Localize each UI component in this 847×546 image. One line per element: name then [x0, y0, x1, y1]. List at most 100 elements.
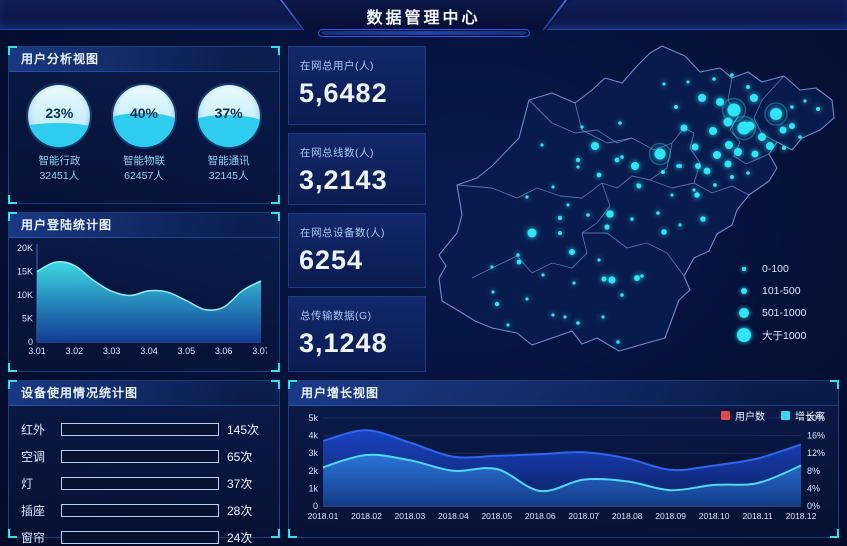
map-legend-row: 0-100: [735, 258, 806, 280]
growth-area-chart[interactable]: 0 0% 1k 4% 2k 8% 3k 12% 4k 16% 5k 20% 2018.01 2018.02…: [289, 406, 838, 542]
bar-value: 28次: [227, 503, 253, 518]
legend-item-growth[interactable]: 增长率: [781, 408, 825, 423]
bar-row-2[interactable]: 空调 65次: [21, 447, 267, 465]
gauge-name: 智能行政: [38, 155, 81, 167]
svg-text:2018.09: 2018.09: [655, 511, 686, 521]
gauge-count: 62457人: [124, 170, 164, 182]
map-legend: 0-100 101-500 501-1000 大于1000: [735, 258, 806, 346]
svg-text:4%: 4%: [807, 483, 820, 493]
device-bar-chart: 红外 145次空调 65次灯 37次插座 28次窗帘 24次: [9, 406, 279, 546]
svg-text:3.01: 3.01: [28, 346, 46, 356]
bar-track: [61, 449, 219, 463]
gauge-count: 32451人: [39, 170, 80, 182]
gauge-group: 23% 智能行政 32451人 40% 智能物联 62457人 37% 智能通讯 32145人: [9, 72, 279, 183]
svg-text:3k: 3k: [308, 448, 318, 458]
header-trapezoid: [278, 0, 570, 30]
gauge-count: 32145人: [208, 170, 249, 182]
region-map[interactable]: [432, 38, 842, 374]
svg-text:2018.07: 2018.07: [568, 511, 599, 521]
bar-label: 灯: [21, 476, 34, 491]
bar-row-1[interactable]: 红外 145次: [21, 420, 267, 438]
legend-swatch-cyan: [781, 411, 790, 420]
svg-text:3.04: 3.04: [140, 346, 158, 356]
bar-row-3[interactable]: 灯 37次: [21, 474, 267, 492]
legend-item-users[interactable]: 用户数: [721, 408, 765, 423]
gauge-2[interactable]: 40% 智能物联 62457人: [106, 85, 182, 183]
svg-text:2018.06: 2018.06: [525, 511, 556, 521]
panel-title-device-usage: 设备使用情况统计图: [9, 381, 279, 406]
gauge-percent: 37%: [214, 105, 243, 121]
svg-text:5K: 5K: [22, 314, 33, 324]
svg-text:0: 0: [313, 501, 318, 511]
bar-row-4[interactable]: 插座 28次: [21, 501, 267, 519]
panel-title-user-analysis: 用户分析视图: [9, 47, 279, 72]
svg-text:2018.04: 2018.04: [438, 511, 469, 521]
bar-label: 红外: [21, 422, 46, 437]
stat-card-total-data: 总传输数据(G) 3,1248: [288, 296, 426, 372]
svg-text:1k: 1k: [308, 483, 318, 493]
svg-text:3.07: 3.07: [252, 346, 267, 356]
svg-text:2018.05: 2018.05: [481, 511, 512, 521]
stat-card-total-devices: 在网总设备数(人) 6254: [288, 213, 426, 288]
stat-value: 5,6482: [299, 78, 388, 108]
header-capsule-decoration: [317, 29, 530, 37]
bar-label: 窗帘: [21, 530, 46, 545]
gauge-circle: 37%: [197, 85, 260, 147]
panel-user-analysis: 用户分析视图 23% 智能行政 32451人 40% 智能物联 62457人 37% 智能通讯…: [8, 46, 280, 204]
stat-card-total-users: 在网总用户(人) 5,6482: [288, 46, 426, 125]
svg-text:3.05: 3.05: [178, 346, 196, 356]
svg-text:15K: 15K: [17, 267, 33, 277]
svg-text:5k: 5k: [308, 413, 318, 423]
svg-text:2k: 2k: [308, 466, 318, 476]
page-title: 数据管理中心: [366, 10, 481, 27]
bar-label: 插座: [21, 503, 46, 518]
bar-track: [61, 503, 219, 517]
stat-value: 3,1248: [299, 328, 388, 358]
bar-value: 65次: [227, 449, 253, 464]
bar-track: [61, 530, 219, 544]
gauge-1[interactable]: 23% 智能行政 32451人: [21, 85, 97, 183]
svg-text:2018.03: 2018.03: [395, 511, 426, 521]
stat-label: 总传输数据(G): [300, 310, 372, 322]
stat-label: 在网总设备数(人): [300, 227, 385, 239]
svg-text:2018.12: 2018.12: [786, 511, 817, 521]
svg-text:3.06: 3.06: [215, 346, 233, 356]
bar-track: [61, 476, 219, 490]
gauge-circle: 40%: [112, 85, 175, 147]
bar-row-5[interactable]: 窗帘 24次: [21, 528, 267, 546]
svg-text:4k: 4k: [308, 431, 318, 441]
legend-dot-large: [739, 308, 749, 318]
gauge-circle: 23%: [28, 85, 91, 147]
growth-legend: 用户数 增长率: [721, 408, 825, 423]
legend-swatch-red: [721, 411, 730, 420]
svg-text:3.03: 3.03: [103, 346, 121, 356]
map-legend-row: 大于1000: [735, 324, 806, 346]
legend-dot-medium: [741, 288, 747, 294]
bar-value: 24次: [227, 530, 253, 545]
stat-value: 3,2143: [299, 165, 388, 195]
stat-card-total-lines: 在网总线数(人) 3,2143: [288, 133, 426, 205]
stat-label: 在网总用户(人): [300, 60, 374, 72]
panel-login-stats: 用户登陆统计图 0 5K 10K 15K 20K 3.01 3.02 3.03 3.04 3.05…: [8, 212, 280, 372]
svg-text:2018.01: 2018.01: [308, 511, 339, 521]
panel-user-growth: 用户增长视图 0 0% 1k 4% 2k 8% 3k 12% 4k 16% 5k 20% 2018.01…: [288, 380, 839, 538]
svg-text:2018.10: 2018.10: [699, 511, 730, 521]
svg-text:2018.11: 2018.11: [742, 511, 772, 521]
legend-dot-xlarge: [737, 328, 751, 342]
map-legend-row: 101-500: [735, 280, 806, 302]
svg-text:2018.02: 2018.02: [351, 511, 382, 521]
svg-text:2018.08: 2018.08: [612, 511, 643, 521]
map-legend-row: 501-1000: [735, 302, 806, 324]
svg-text:0: 0: [28, 337, 33, 347]
svg-text:20%: 20%: [807, 413, 825, 423]
gauge-liquid: [112, 112, 175, 147]
svg-text:16%: 16%: [807, 431, 825, 441]
svg-text:0%: 0%: [807, 501, 820, 511]
login-area-chart[interactable]: 0 5K 10K 15K 20K 3.01 3.02 3.03 3.04 3.05 3.06 3.07: [9, 238, 279, 371]
stat-value: 6254: [299, 245, 364, 275]
gauge-liquid: [197, 114, 260, 147]
bar-value: 145次: [227, 422, 260, 437]
svg-text:12%: 12%: [807, 448, 825, 458]
gauge-3[interactable]: 37% 智能通讯 32145人: [191, 85, 267, 183]
